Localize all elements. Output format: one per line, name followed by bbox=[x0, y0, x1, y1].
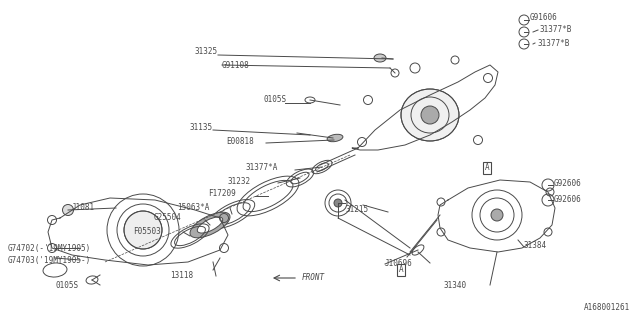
Text: J10696: J10696 bbox=[385, 259, 413, 268]
Text: 31384: 31384 bbox=[524, 241, 547, 250]
Ellipse shape bbox=[190, 212, 230, 238]
Ellipse shape bbox=[334, 199, 342, 207]
Text: F17209: F17209 bbox=[208, 189, 236, 198]
Ellipse shape bbox=[327, 134, 343, 142]
Text: E00818: E00818 bbox=[226, 137, 253, 146]
Text: 31377*B: 31377*B bbox=[537, 38, 570, 47]
Text: 31215: 31215 bbox=[345, 205, 368, 214]
Ellipse shape bbox=[421, 106, 439, 124]
Text: F05503: F05503 bbox=[133, 227, 161, 236]
Ellipse shape bbox=[197, 217, 223, 233]
Text: G74702(-'19MY1905): G74702(-'19MY1905) bbox=[8, 244, 92, 252]
Ellipse shape bbox=[374, 54, 386, 62]
Text: A: A bbox=[399, 266, 403, 275]
Text: 31325: 31325 bbox=[195, 47, 218, 57]
Text: 31377*A: 31377*A bbox=[245, 164, 277, 172]
Text: A168001261: A168001261 bbox=[584, 303, 630, 312]
Text: J1081: J1081 bbox=[72, 203, 95, 212]
Text: G74703('19MY1905-): G74703('19MY1905-) bbox=[8, 255, 92, 265]
Ellipse shape bbox=[401, 89, 459, 141]
Ellipse shape bbox=[63, 204, 74, 215]
Text: G92606: G92606 bbox=[554, 196, 582, 204]
Text: 31377*B: 31377*B bbox=[540, 26, 572, 35]
Text: G91108: G91108 bbox=[222, 60, 250, 69]
Text: 15063*A: 15063*A bbox=[177, 203, 209, 212]
Text: G91606: G91606 bbox=[530, 13, 557, 22]
Text: 13118: 13118 bbox=[170, 270, 193, 279]
Text: A: A bbox=[484, 164, 490, 172]
Text: 0105S: 0105S bbox=[55, 281, 78, 290]
Text: FRONT: FRONT bbox=[302, 274, 325, 283]
Text: G25504: G25504 bbox=[154, 213, 182, 222]
Text: 31232: 31232 bbox=[228, 177, 251, 186]
Ellipse shape bbox=[491, 209, 503, 221]
Text: 31340: 31340 bbox=[444, 281, 467, 290]
Text: 31135: 31135 bbox=[190, 124, 213, 132]
Text: 0105S: 0105S bbox=[263, 95, 286, 105]
Ellipse shape bbox=[124, 211, 162, 249]
Text: G92606: G92606 bbox=[554, 179, 582, 188]
